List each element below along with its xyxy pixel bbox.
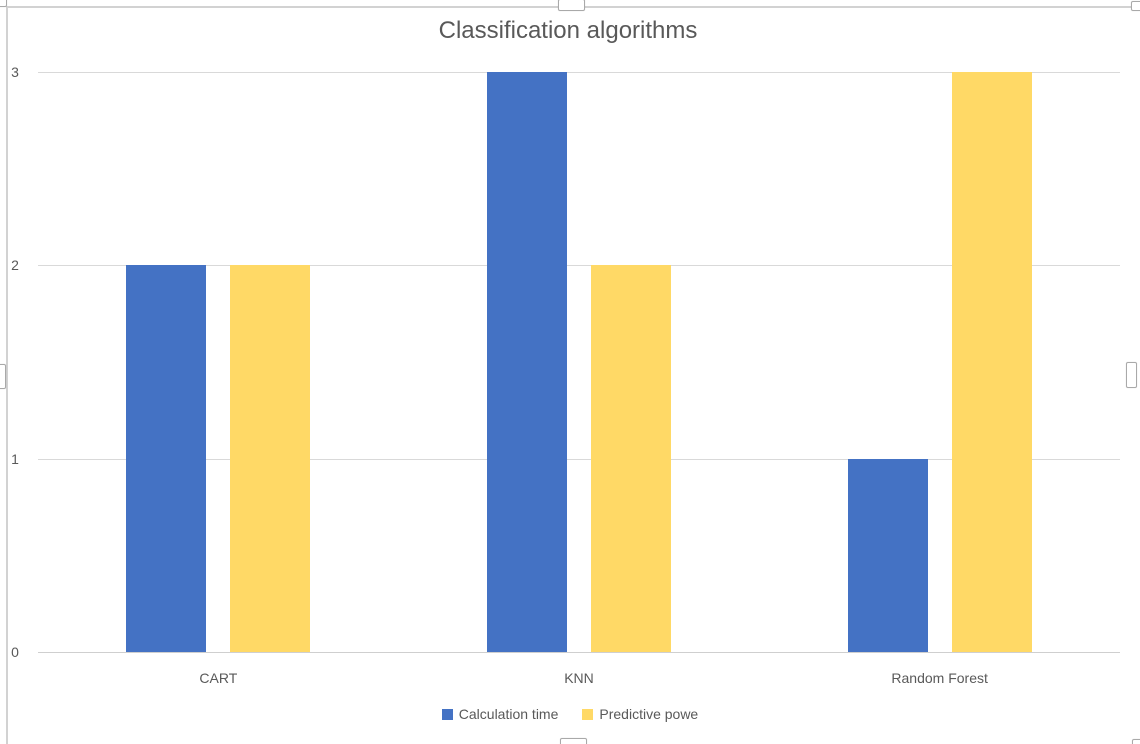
chart-legend: Calculation time Predictive powe bbox=[0, 706, 1140, 722]
bar-calculation-time-random-forest[interactable] bbox=[847, 458, 928, 652]
bar-predictive-powe-random-forest[interactable] bbox=[951, 72, 1032, 652]
gridline-y-1 bbox=[38, 458, 1120, 460]
y-axis-tick-label-0: 0 bbox=[11, 644, 19, 660]
y-axis: 0 1 2 3 bbox=[2, 64, 28, 660]
resize-handle-bottom-right[interactable] bbox=[1132, 739, 1140, 744]
bar-predictive-powe-knn[interactable] bbox=[591, 265, 671, 652]
resize-handle-top-center[interactable] bbox=[558, 0, 585, 11]
x-axis: CART KNN Random Forest bbox=[38, 669, 1120, 689]
x-axis-line bbox=[38, 652, 1120, 653]
legend-item-calculation-time[interactable]: Calculation time bbox=[441, 706, 559, 722]
legend-marker-predictive-powe bbox=[582, 708, 594, 720]
bar-calculation-time-knn[interactable] bbox=[487, 72, 567, 652]
resize-handle-top-right[interactable] bbox=[1131, 1, 1140, 11]
plot-area bbox=[38, 72, 1120, 653]
legend-label: Calculation time bbox=[458, 706, 559, 722]
resize-handle-left-middle[interactable] bbox=[0, 364, 6, 389]
resize-handle-bottom-center[interactable] bbox=[560, 738, 587, 744]
chart-title[interactable]: Classification algorithms bbox=[438, 17, 698, 44]
resize-handle-top-left[interactable] bbox=[0, 0, 7, 7]
x-axis-category-label-cart: CART bbox=[199, 670, 238, 686]
bar-predictive-powe-cart[interactable] bbox=[230, 265, 311, 652]
gridline-y-3 bbox=[38, 72, 1120, 73]
x-axis-category-label-random-forest: Random Forest bbox=[891, 670, 988, 686]
resize-handle-right-middle[interactable] bbox=[1126, 362, 1137, 388]
y-axis-tick-label-2: 2 bbox=[11, 257, 19, 274]
x-axis-category-label-knn: KNN bbox=[564, 670, 594, 686]
legend-item-predictive-powe[interactable]: Predictive powe bbox=[582, 706, 698, 722]
y-axis-tick-label-3: 3 bbox=[11, 64, 19, 80]
gridline-y-2 bbox=[38, 265, 1120, 267]
bar-calculation-time-cart[interactable] bbox=[126, 265, 207, 652]
legend-label: Predictive powe bbox=[599, 706, 699, 722]
legend-marker-calculation-time bbox=[441, 708, 453, 720]
chart-frame-border-left bbox=[6, 6, 8, 744]
y-axis-tick-label-1: 1 bbox=[11, 450, 19, 467]
